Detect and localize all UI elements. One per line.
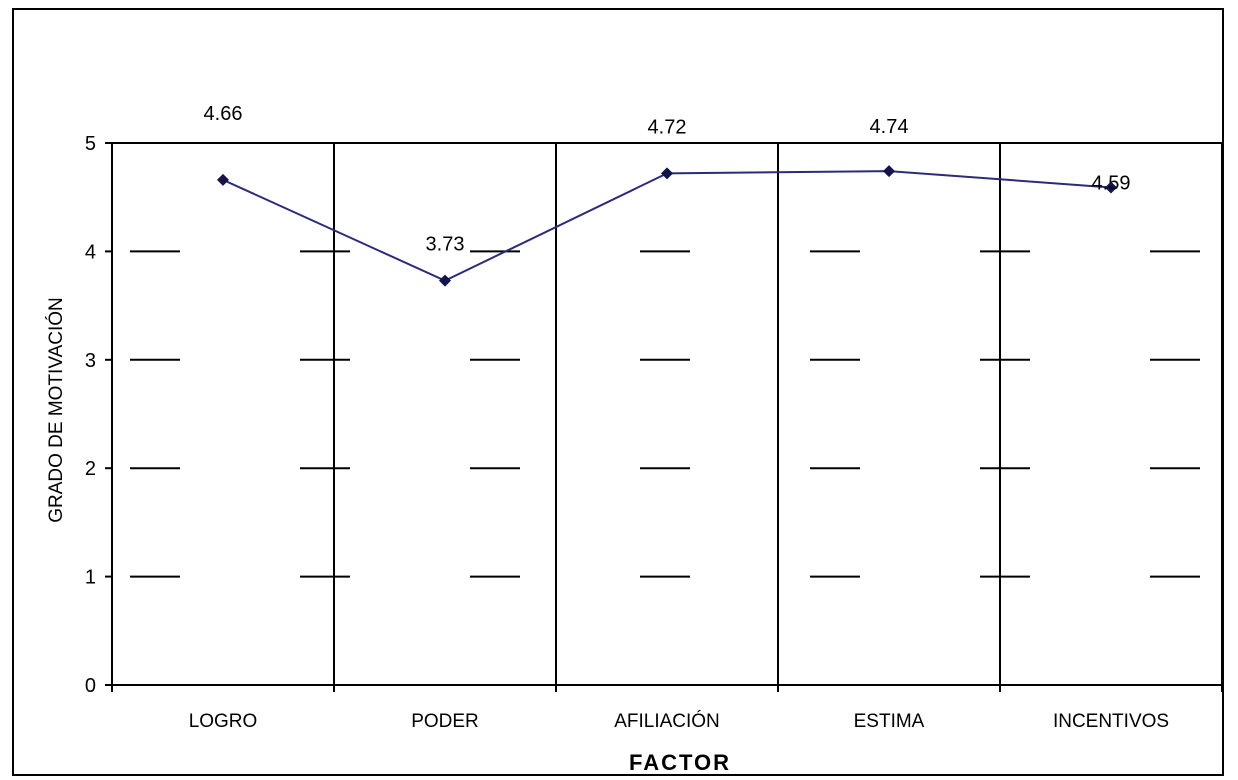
data-label: 4.66: [204, 103, 243, 125]
data-point: [439, 274, 451, 287]
data-label: 4.59: [1092, 172, 1131, 194]
data-label: 3.73: [426, 234, 465, 256]
x-category-label: INCENTIVOS: [1053, 711, 1169, 732]
y-tick-label: 3: [85, 350, 96, 372]
x-category-label: AFILIACIÓN: [614, 710, 720, 732]
data-point: [883, 165, 895, 178]
x-category-label: ESTIMA: [854, 711, 925, 732]
grid-lines: [112, 142, 1223, 685]
data-label: 4.72: [648, 116, 687, 138]
y-tick-label: 5: [85, 133, 96, 155]
x-category-label: PODER: [411, 711, 479, 732]
data-labels: 4.66 3.73 4.72 4.74 4.59: [204, 103, 1131, 256]
data-point: [217, 173, 229, 186]
y-axis-ticks: 0 1 2 3 4 5: [85, 133, 112, 697]
series-line: [222, 170, 1112, 282]
data-point: [661, 167, 673, 180]
chart-frame: [12, 8, 1224, 776]
data-label: 4.74: [870, 116, 909, 138]
y-tick-label: 2: [85, 458, 96, 480]
y-axis-title: GRADO DE MOTIVACIÓN: [45, 297, 67, 523]
axes: [111, 143, 1222, 686]
y-tick-label: 4: [85, 241, 96, 263]
y-tick-label: 0: [85, 675, 96, 697]
data-point: [1105, 181, 1117, 194]
x-axis-categories: LOGRO PODER AFILIACIÓN ESTIMA INCENTIVOS: [111, 685, 1223, 732]
series: [217, 165, 1117, 287]
y-tick-label: 1: [85, 567, 96, 589]
x-category-label: LOGRO: [189, 711, 258, 732]
x-axis-title: FACTOR: [629, 750, 731, 775]
